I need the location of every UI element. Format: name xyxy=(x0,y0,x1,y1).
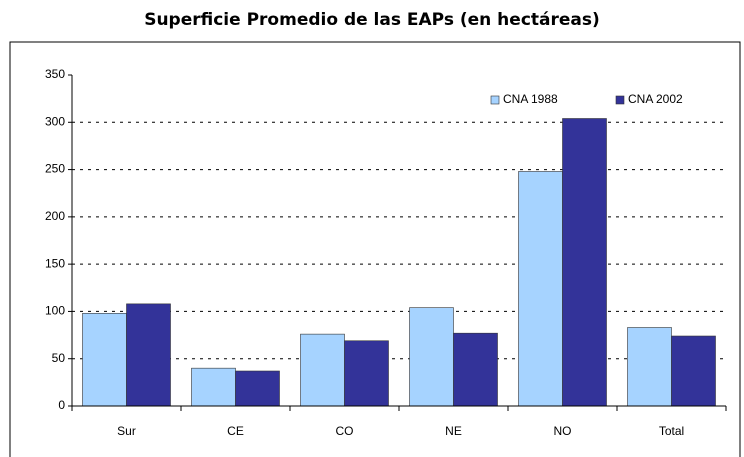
bar xyxy=(82,313,127,407)
bar xyxy=(453,332,498,407)
chart-frame xyxy=(9,41,741,457)
chart-title: Superficie Promedio de las EAPs (en hect… xyxy=(144,10,600,30)
y-tick-label: 0 xyxy=(58,398,65,412)
bar xyxy=(409,307,454,407)
y-tick-label: 250 xyxy=(45,162,65,176)
x-tick-label: NE xyxy=(445,424,462,438)
x-tick-label: NO xyxy=(554,424,572,438)
bar xyxy=(518,171,563,407)
y-tick-label: 150 xyxy=(45,256,65,270)
y-tick-label: 200 xyxy=(45,209,65,223)
y-tick-label: 350 xyxy=(45,67,65,81)
bar xyxy=(191,367,236,407)
y-tick-label: 100 xyxy=(45,304,65,318)
legend-label: CNA 2002 xyxy=(628,92,683,106)
legend-label: CNA 1988 xyxy=(503,92,558,106)
bar xyxy=(300,333,345,407)
legend-swatch xyxy=(490,95,500,105)
x-tick-label: Total xyxy=(659,424,684,438)
bar xyxy=(671,335,716,407)
bar xyxy=(562,118,607,407)
legend-swatch xyxy=(615,95,625,105)
bar xyxy=(344,340,389,407)
x-tick-label: CO xyxy=(336,424,354,438)
y-tick-label: 50 xyxy=(52,351,66,365)
y-tick-label: 300 xyxy=(45,114,65,128)
bar xyxy=(627,327,672,407)
x-tick-label: CE xyxy=(227,424,244,438)
bar xyxy=(126,303,171,407)
bar xyxy=(235,370,280,407)
x-tick-label: Sur xyxy=(117,424,136,438)
